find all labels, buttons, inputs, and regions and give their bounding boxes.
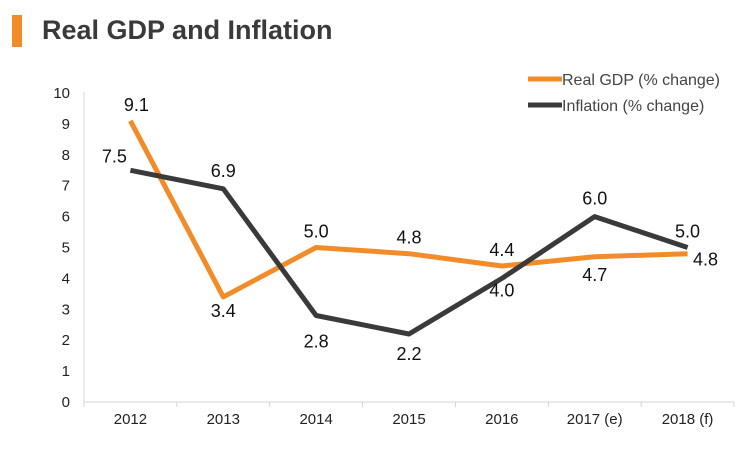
x-tick-label: 2015 (392, 411, 425, 428)
real-gdp-data-label: 4.8 (396, 228, 421, 248)
y-tick-label: 5 (62, 240, 70, 257)
title-accent-bar (12, 15, 22, 47)
series-line-inflation (129, 167, 689, 337)
real-gdp-data-label: 3.4 (211, 301, 236, 321)
y-tick-label: 10 (53, 85, 70, 102)
real-gdp-data-label: 5.0 (304, 222, 329, 242)
legend-label: Inflation (% change) (562, 98, 704, 115)
x-tick-label: 2017 (e) (567, 411, 623, 428)
y-tick-label: 6 (62, 209, 70, 226)
y-tick-label: 0 (62, 394, 70, 411)
real-gdp-data-label: 9.1 (124, 95, 149, 115)
series-lines (128, 119, 689, 337)
y-tick-labels: 0 1 2 3 4 5 6 7 8 9 10 (53, 85, 70, 411)
x-tick-label: 2014 (299, 411, 332, 428)
page-title: Real GDP and Inflation (42, 15, 333, 45)
real-gdp-data-label: 4.7 (582, 265, 607, 285)
x-tick-label: 2013 (207, 411, 240, 428)
inflation-data-label: 7.5 (102, 146, 127, 166)
series-line-real-gdp (128, 119, 688, 300)
legend: Real GDP (% change) Inflation (% change) (528, 72, 720, 115)
x-tick-label: 2018 (f) (662, 411, 714, 428)
inflation-data-label: 5.0 (675, 222, 700, 242)
y-tick-label: 4 (62, 270, 70, 287)
real-gdp-data-label: 4.8 (693, 250, 718, 270)
x-tick-labels: 2012 2013 2014 2015 2016 2017 (e) 2018 (f) (83, 402, 735, 428)
x-tick-label: 2016 (485, 411, 518, 428)
inflation-data-label: 6.0 (582, 189, 607, 209)
y-tick-label: 7 (62, 178, 70, 195)
y-tick-label: 2 (62, 332, 70, 349)
inflation-data-label: 4.0 (489, 280, 514, 300)
data-labels: 9.1 3.4 5.0 4.8 4.4 4.7 4.8 7.5 6.9 2.8 2.2 4.0 6.0 5… (102, 95, 718, 364)
inflation-data-label: 2.2 (396, 344, 421, 364)
x-tick-label: 2012 (114, 411, 147, 428)
legend-label: Real GDP (% change) (562, 72, 720, 89)
y-tick-label: 9 (62, 116, 70, 133)
real-gdp-data-label: 4.4 (489, 240, 514, 260)
y-tick-label: 3 (62, 301, 70, 318)
inflation-data-label: 2.8 (304, 331, 329, 351)
y-tick-label: 1 (62, 363, 70, 380)
inflation-data-label: 6.9 (211, 161, 236, 181)
y-tick-label: 8 (62, 147, 70, 164)
